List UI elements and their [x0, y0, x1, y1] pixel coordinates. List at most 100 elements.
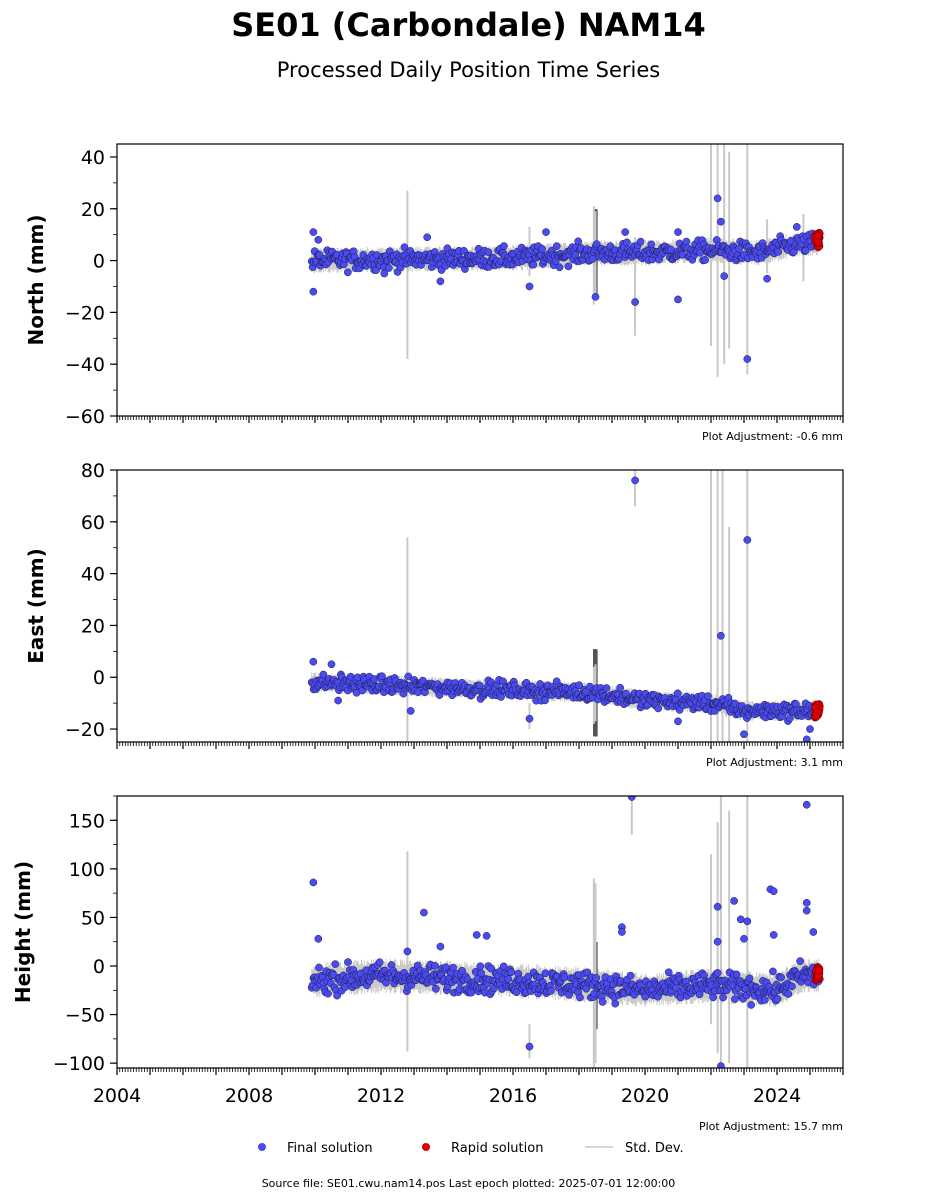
final-solution-point [482, 932, 491, 940]
final-solution-point [552, 677, 561, 686]
final-solution-point [504, 975, 513, 983]
final-solution-point [476, 962, 485, 971]
final-solution-point [792, 223, 801, 231]
final-solution-point [719, 993, 727, 1002]
final-solution-point [631, 298, 639, 306]
final-solution-point [802, 906, 811, 915]
final-solution-point [431, 984, 440, 993]
final-solution-point [626, 971, 635, 980]
final-solution-point [740, 730, 748, 739]
plot-area [307, 796, 824, 1068]
final-solution-point [623, 238, 631, 247]
final-solution-point [500, 242, 508, 250]
final-solution-point [802, 735, 811, 742]
final-solution-point [674, 295, 682, 304]
plot-adjustment-label: Plot Adjustment: -0.6 mm [702, 430, 843, 443]
final-solution-point [802, 899, 811, 907]
final-solution-point [315, 963, 323, 972]
y-tick-label: −100 [53, 1053, 105, 1075]
final-solution-point [333, 991, 341, 1000]
final-solution-point [743, 536, 752, 544]
final-solution-point [809, 928, 818, 936]
final-solution-point [717, 1062, 725, 1068]
final-solution-point [583, 968, 592, 977]
final-solution-point [547, 987, 555, 995]
y-tick-label: 100 [69, 859, 105, 881]
y-tick-label: 40 [81, 147, 105, 169]
final-solution-point [431, 962, 439, 970]
final-solution-point [611, 999, 620, 1008]
legend-final-label: Final solution [287, 1141, 373, 1156]
final-solution-point [575, 681, 583, 690]
final-solution-point [309, 287, 318, 296]
x-tick-label: 2008 [225, 1085, 273, 1107]
x-tick-label: 2024 [753, 1085, 801, 1107]
final-solution-point [713, 194, 722, 203]
final-solution-point [529, 260, 538, 269]
y-tick-label: −20 [65, 719, 105, 741]
final-solution-point [525, 714, 534, 723]
y-axis-label: Height (mm) [11, 861, 35, 1003]
final-solution-point [673, 689, 682, 698]
final-solution-point [667, 245, 675, 254]
final-solution-point [621, 228, 630, 236]
final-solution-point [769, 967, 777, 976]
x-tick-label: 2012 [357, 1085, 405, 1107]
y-tick-label: −20 [65, 302, 105, 324]
final-solution-point [331, 960, 340, 968]
plot-adjustment-label: Plot Adjustment: 15.7 mm [699, 1120, 843, 1133]
final-solution-point [769, 887, 778, 896]
final-solution-point [436, 942, 445, 951]
final-solution-point [769, 931, 778, 939]
legend-final-marker [258, 1143, 266, 1151]
plot-frame [116, 795, 844, 1069]
final-solution-point [552, 242, 561, 250]
final-solution-point [743, 917, 752, 926]
plot-frame [116, 143, 844, 417]
final-solution-point [314, 934, 323, 943]
final-solution-point [796, 957, 804, 965]
final-solution-point [582, 984, 591, 993]
y-tick-label: 0 [93, 956, 105, 978]
final-solution-point [380, 269, 389, 278]
final-solution-point [309, 657, 318, 666]
chart-title: SE01 (Carbondale) NAM14 [231, 6, 706, 44]
final-solution-point [763, 274, 771, 283]
x-tick-label: 2004 [93, 1085, 141, 1107]
final-solution-point [730, 897, 738, 905]
final-solution-point [449, 963, 457, 972]
final-solution-point [525, 1042, 534, 1051]
final-solution-point [788, 982, 796, 991]
y-tick-label: 0 [93, 251, 105, 273]
plot-adjustment-label: Plot Adjustment: 3.1 mm [706, 756, 843, 769]
legend-rapid-label: Rapid solution [451, 1141, 543, 1156]
final-solution-point [404, 672, 413, 681]
final-solution-point [343, 268, 352, 277]
final-solution-point [564, 262, 573, 271]
final-solution-point [499, 962, 508, 971]
final-solution-point [636, 237, 645, 246]
final-solution-point [713, 937, 722, 946]
final-solution-point [592, 974, 601, 982]
y-tick-label: 80 [81, 460, 105, 482]
final-solution-point [720, 272, 729, 280]
final-solution-point [732, 970, 741, 979]
y-axis-label: East (mm) [24, 548, 48, 664]
final-solution-point [406, 707, 415, 715]
rapid-solution-point [814, 238, 823, 247]
final-solution-point [538, 245, 546, 253]
final-solution-point [403, 947, 412, 956]
final-solution-point [784, 990, 793, 998]
final-solution-point [314, 235, 323, 244]
final-solution-point [627, 796, 636, 801]
final-solution-point [309, 228, 318, 236]
final-solution-point [704, 692, 712, 700]
x-tick-label: 2020 [621, 1085, 669, 1107]
final-solution-point [647, 240, 656, 249]
final-solution-point [701, 256, 709, 264]
final-solution-point [375, 958, 384, 967]
final-solution-point [598, 998, 607, 1006]
final-solution-point [616, 683, 624, 692]
final-solution-point [745, 974, 754, 983]
